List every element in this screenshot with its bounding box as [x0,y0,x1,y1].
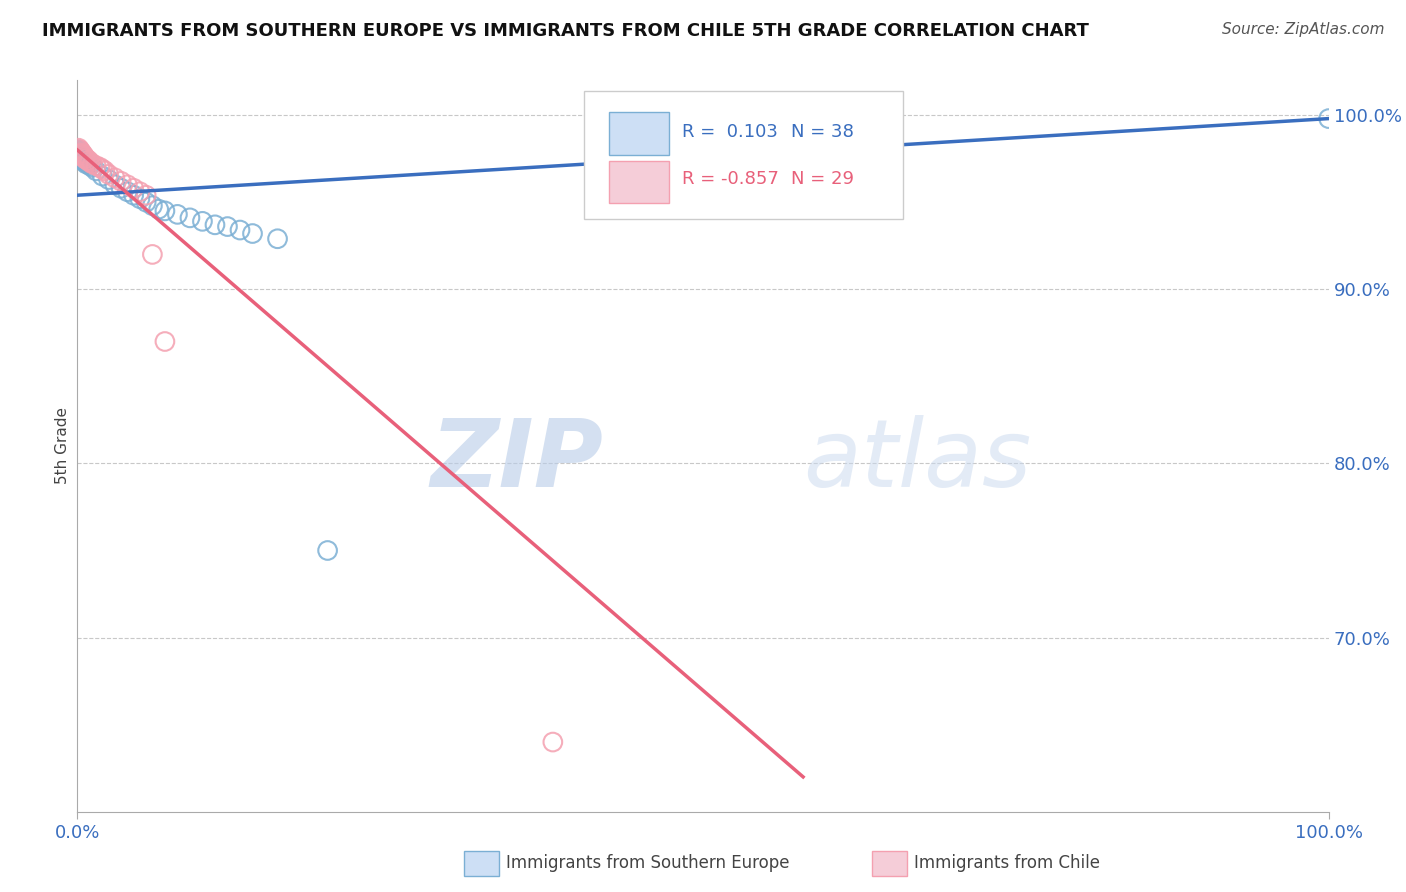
Point [135,188,157,202]
Point [70,146,93,161]
Point [79,159,101,173]
Point [72,150,94,164]
Point [110,181,132,195]
Point [73,152,96,166]
Point [76,153,98,168]
Text: IMMIGRANTS FROM SOUTHERN EUROPE VS IMMIGRANTS FROM CHILE 5TH GRADE CORRELATION C: IMMIGRANTS FROM SOUTHERN EUROPE VS IMMIG… [42,22,1090,40]
Point [72,148,94,162]
Point [94,164,117,178]
Point [141,199,163,213]
Point [70,145,93,159]
Point [141,247,163,261]
Point [148,202,170,216]
Point [69,145,91,159]
Point [72,148,94,162]
Point [153,334,176,349]
Point [77,153,100,168]
Point [122,188,145,202]
Text: R =  0.103: R = 0.103 [682,123,778,141]
Point [72,150,94,164]
Point [122,181,145,195]
Point [242,227,264,241]
Text: Source: ZipAtlas.com: Source: ZipAtlas.com [1222,22,1385,37]
Point [77,157,100,171]
Point [117,185,139,199]
Point [73,152,96,166]
Point [316,543,339,558]
Point [266,232,288,246]
Text: Immigrants from Southern Europe: Immigrants from Southern Europe [506,855,790,872]
Point [89,161,111,175]
Point [204,218,226,232]
Text: N = 29: N = 29 [790,169,853,187]
Y-axis label: 5th Grade: 5th Grade [55,408,70,484]
Point [72,148,94,162]
Point [117,178,139,192]
Text: ZIP: ZIP [430,415,603,507]
Text: R = -0.857: R = -0.857 [682,169,779,187]
Point [82,161,104,175]
Point [84,159,107,173]
FancyBboxPatch shape [609,112,669,155]
Point [73,155,96,169]
Text: N = 38: N = 38 [790,123,853,141]
Point [75,152,97,166]
Point [84,164,107,178]
Point [129,192,152,206]
Point [73,150,96,164]
Point [104,170,127,185]
Point [97,167,120,181]
Point [1317,112,1340,126]
Point [69,143,91,157]
Point [135,195,157,210]
Point [82,157,104,171]
Point [153,203,176,218]
Point [72,152,94,166]
FancyBboxPatch shape [609,161,669,203]
Text: atlas: atlas [803,415,1032,506]
Point [70,146,93,161]
Point [75,153,97,168]
Point [229,223,252,237]
Point [67,141,90,155]
Point [166,207,188,221]
Point [70,150,93,164]
Point [79,155,101,169]
Point [91,169,114,183]
Point [179,211,201,225]
Point [217,219,239,234]
Point [72,146,94,161]
Point [541,735,564,749]
Point [129,185,152,199]
Point [104,178,127,192]
FancyBboxPatch shape [583,91,903,219]
Point [76,155,98,169]
Point [191,214,214,228]
Point [75,157,97,171]
Point [91,162,114,177]
Text: Immigrants from Chile: Immigrants from Chile [914,855,1099,872]
Point [72,153,94,168]
Point [110,174,132,188]
Point [67,143,90,157]
Point [97,172,120,186]
